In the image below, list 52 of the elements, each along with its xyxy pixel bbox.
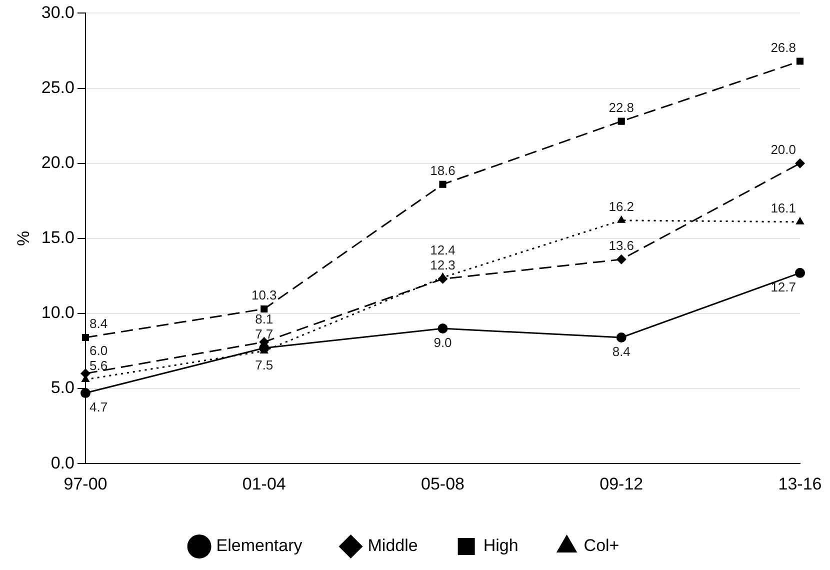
data-label: 26.8	[770, 40, 796, 55]
legend-label: Col+	[584, 536, 620, 556]
y-tick-label: 10.0	[41, 303, 74, 322]
data-label: 8.4	[612, 344, 630, 360]
point	[618, 118, 625, 125]
y-axis-title: %	[14, 230, 33, 246]
data-label: 4.7	[89, 400, 108, 415]
point	[82, 334, 90, 342]
point	[795, 158, 805, 168]
data-label: 8.1	[255, 312, 274, 327]
point	[438, 323, 448, 334]
y-tick-label: 20.0	[41, 153, 74, 172]
x-tick-label: 09-12	[600, 474, 644, 494]
x-tick-label: 01-04	[242, 474, 286, 494]
data-label: 16.2	[608, 198, 634, 214]
point	[260, 305, 268, 312]
point	[259, 343, 270, 353]
legend-label: High	[483, 536, 518, 556]
y-tick-label: 25.0	[41, 78, 74, 97]
data-label: 12.3	[430, 258, 456, 273]
x-tick-label: 97-00	[64, 474, 108, 494]
data-label: 12.7	[770, 280, 796, 295]
legend-label: Middle	[368, 536, 418, 556]
point	[438, 274, 448, 284]
y-tick-label: 15.0	[41, 228, 74, 248]
point	[796, 58, 804, 65]
data-label: 22.8	[608, 100, 634, 115]
point	[439, 180, 446, 188]
y-tick-label: 5.0	[50, 378, 74, 398]
x-tick-label: 05-08	[421, 474, 464, 494]
data-label: 9.0	[434, 335, 452, 350]
point	[616, 254, 626, 264]
data-label: 8.4	[89, 316, 108, 332]
data-label: 12.4	[430, 242, 456, 258]
data-label: 20.0	[770, 142, 796, 157]
legend-label: Elementary	[216, 536, 303, 556]
data-label: 16.1	[770, 200, 796, 216]
x-tick-label: 13-16	[778, 474, 822, 494]
data-label: 6.0	[89, 343, 108, 358]
point	[616, 332, 626, 342]
data-label: 7.5	[255, 358, 274, 373]
point	[617, 215, 626, 223]
y-tick-label: 30.0	[41, 2, 74, 22]
point	[80, 388, 90, 398]
data-label: 7.7	[255, 326, 274, 342]
point	[796, 216, 804, 224]
point	[795, 268, 805, 278]
data-label: 10.3	[251, 288, 277, 303]
y-tick-label: 0.0	[50, 453, 74, 472]
data-label: 18.6	[430, 162, 456, 178]
data-label: 13.6	[608, 238, 634, 253]
data-label: 5.6	[89, 358, 108, 374]
